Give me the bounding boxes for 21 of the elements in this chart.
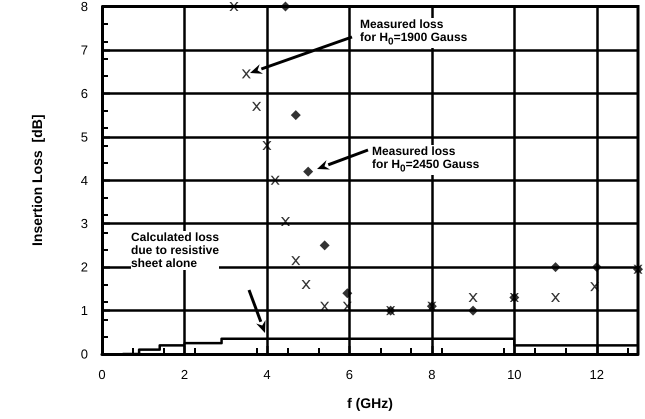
annotation: Measured loss for H$_{0}$=1900 Gauss — [360, 17, 468, 48]
x-tick-label: 8 — [428, 367, 436, 382]
y-tick-label: 0 — [80, 346, 88, 362]
y-tick-label: 1 — [80, 303, 88, 318]
y-tick-label: 7 — [80, 42, 88, 58]
annotation: Calculated loss due to resistive sheet alone — [131, 230, 220, 270]
x-tick-label: 12 — [590, 367, 604, 382]
y-tick-label: 4 — [80, 172, 88, 188]
y-tick-label: 2 — [80, 260, 88, 275]
x-tick-label: 2 — [180, 367, 188, 382]
x-tick-label: 10 — [507, 367, 522, 382]
x-axis-title: f (GHz) — [347, 395, 393, 411]
y-tick-label: 5 — [80, 129, 88, 144]
y-tick-label: 6 — [80, 86, 88, 101]
x-tick-label: 6 — [346, 367, 353, 382]
x-tick-label: 0 — [98, 367, 106, 382]
y-tick-label: 3 — [80, 216, 88, 232]
y-axis-title: Insertion Loss [dB] — [29, 114, 45, 246]
annotation: Measured loss for H$_{0}$=2450 Gauss — [372, 144, 480, 176]
y-tick-label: 8 — [80, 0, 88, 14]
x-tick-label: 4 — [263, 367, 271, 382]
